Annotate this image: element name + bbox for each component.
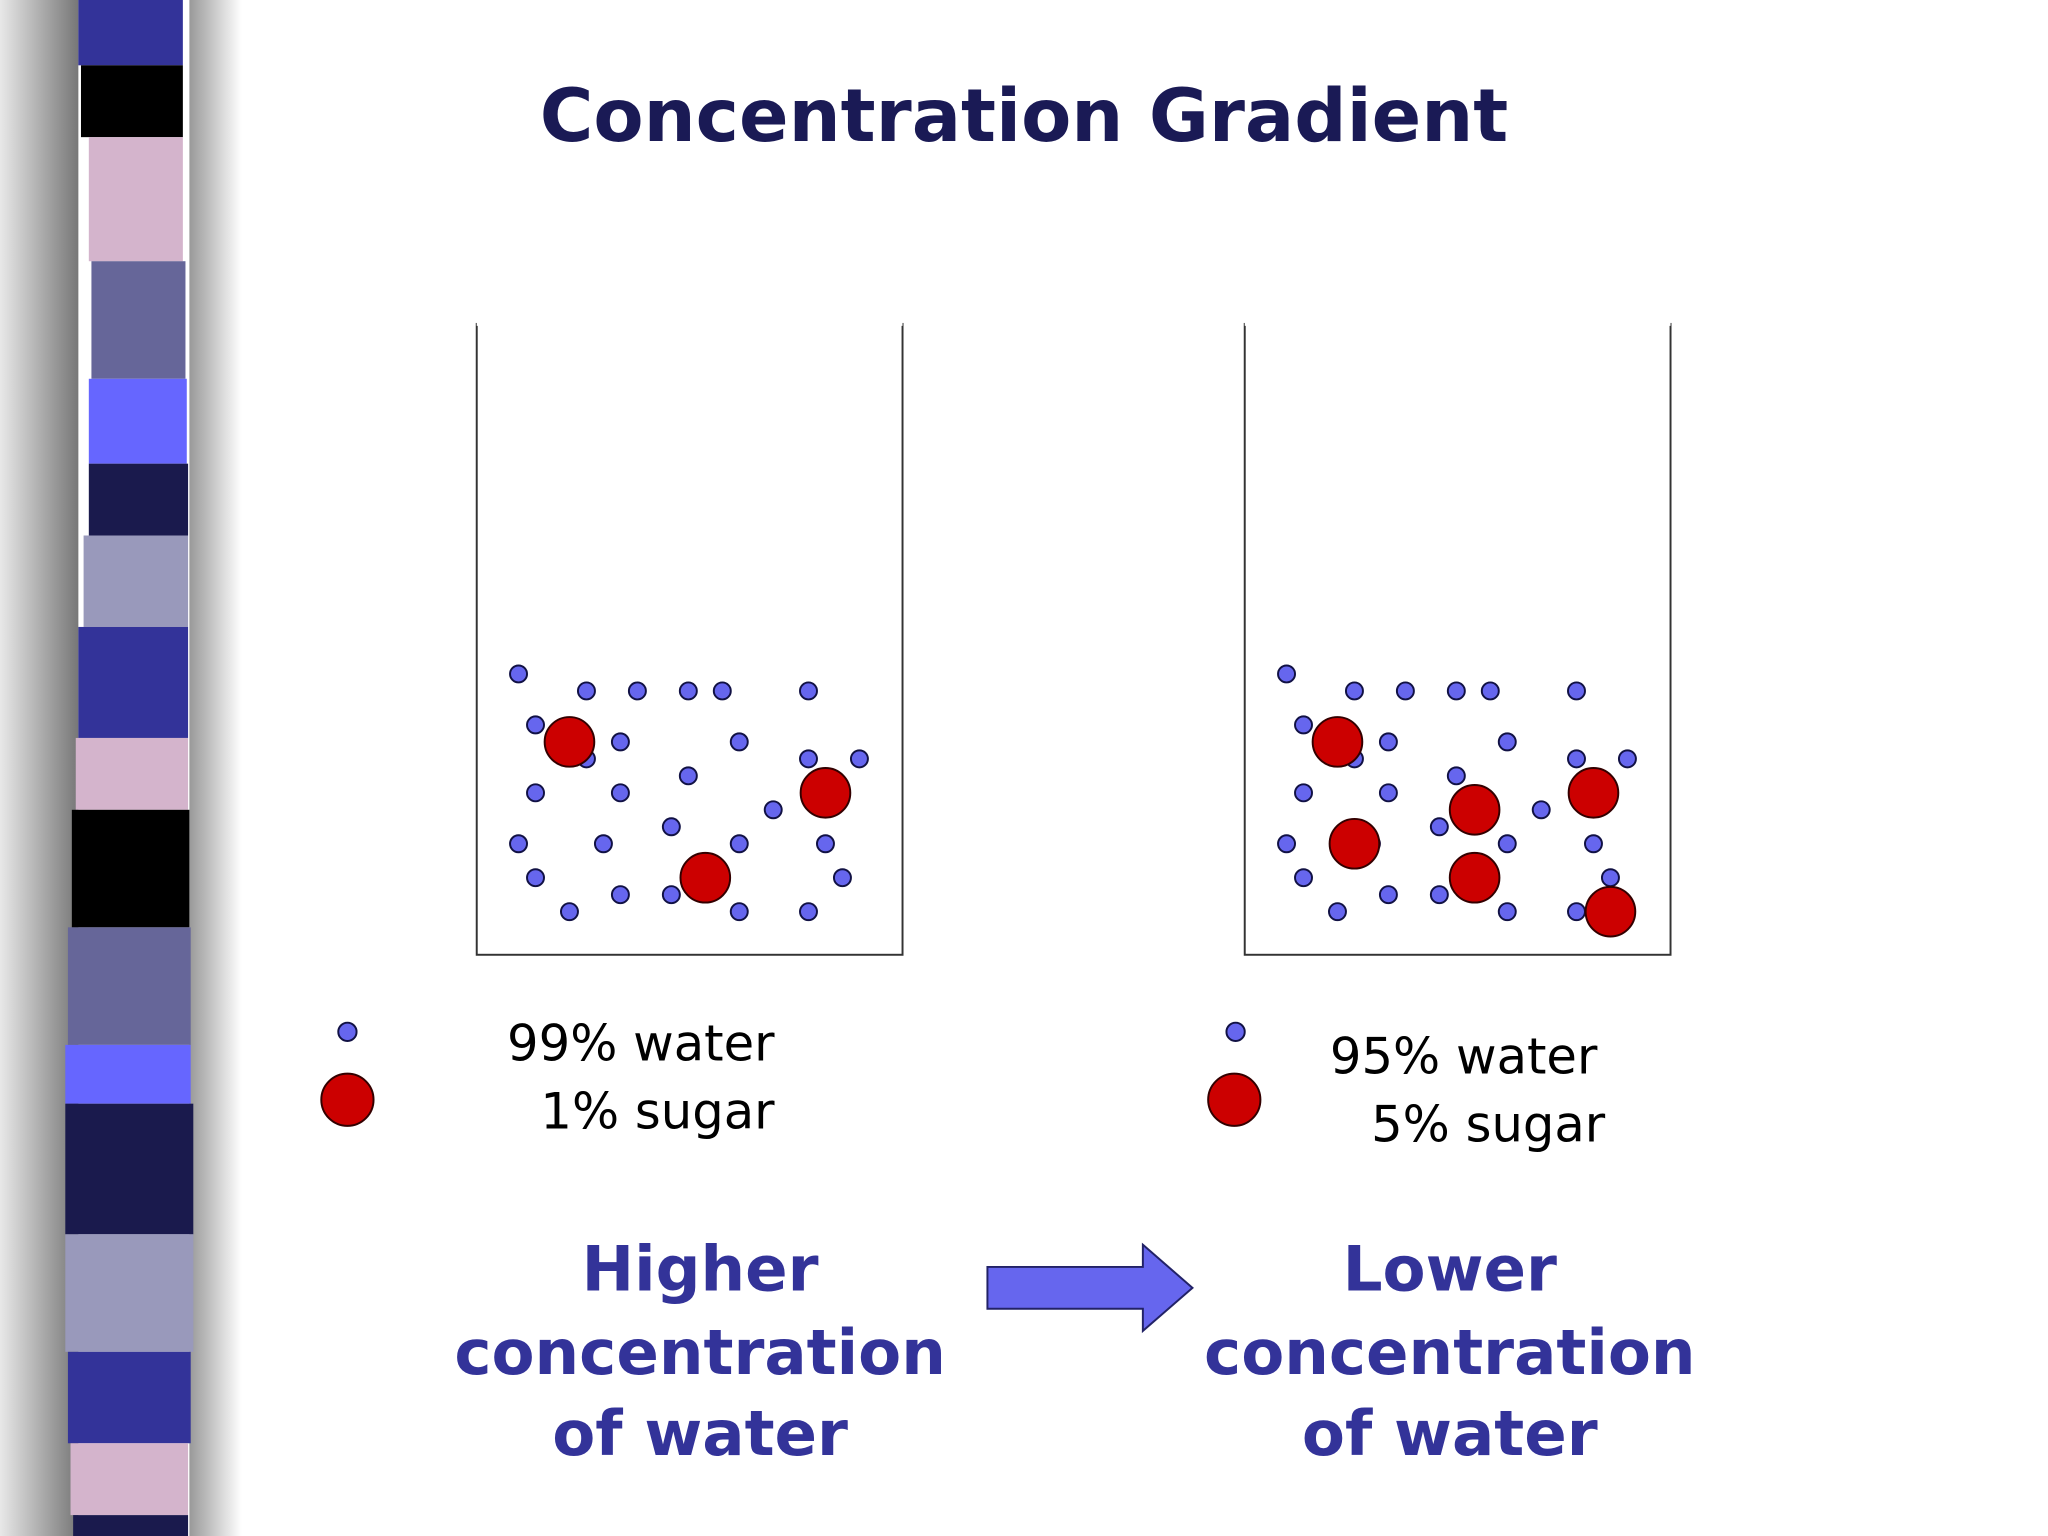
sugar-molecule: [1448, 851, 1501, 904]
water-molecule: [849, 749, 869, 769]
water-molecule: [1600, 868, 1620, 888]
water-molecule: [729, 732, 749, 752]
water-molecule: [1446, 681, 1466, 701]
water-molecule: [1567, 681, 1586, 701]
sugar-molecule: [1328, 817, 1381, 870]
water-molecule: [1378, 732, 1398, 752]
caption-line: of water: [1302, 1397, 1598, 1470]
water-molecule: [1497, 834, 1517, 854]
title: Concentration Gradient: [540, 74, 1509, 159]
caption-line: Lower: [1343, 1232, 1557, 1305]
beaker-left: [475, 321, 904, 956]
water-molecule: [509, 834, 528, 854]
sugar-molecule: [543, 716, 596, 768]
sugar-key: [1207, 1072, 1262, 1127]
sugar-molecule: [1311, 716, 1364, 768]
sugar-molecule: [1584, 885, 1637, 938]
sugar-molecule: [1448, 783, 1501, 836]
water-molecule: [1531, 800, 1551, 820]
water-molecule: [1617, 749, 1637, 769]
water-molecule: [1395, 681, 1415, 701]
water-molecule: [1294, 868, 1313, 888]
water-molecule: [712, 681, 732, 701]
water-molecule: [610, 783, 630, 803]
water-molecule: [1446, 766, 1466, 786]
legend-sugar: 1% sugar: [540, 1082, 775, 1140]
water-molecule: [729, 902, 749, 922]
water-molecule: [1294, 783, 1313, 803]
sugar-key: [320, 1072, 375, 1127]
water-molecule: [526, 868, 545, 888]
water-molecule: [1294, 715, 1313, 735]
water-molecule: [763, 800, 783, 820]
caption-line: concentration: [1204, 1316, 1696, 1389]
sugar-molecule: [799, 767, 852, 819]
water-molecule: [1429, 885, 1449, 905]
water-molecule: [799, 749, 818, 769]
water-molecule: [1344, 681, 1364, 701]
water-molecule: [1378, 885, 1398, 905]
caption-line: concentration: [454, 1316, 945, 1389]
caption-line: of water: [552, 1397, 848, 1470]
legend-water: 95% water: [1330, 1028, 1598, 1086]
water-molecule: [509, 664, 528, 684]
water-molecule: [610, 885, 630, 905]
legend-water: 99% water: [507, 1015, 775, 1073]
water-molecule: [678, 766, 698, 786]
water-molecule: [610, 732, 630, 752]
water-molecule: [661, 885, 681, 905]
water-molecule: [627, 681, 647, 701]
sugar-molecule: [1567, 767, 1620, 819]
water-molecule: [560, 902, 579, 922]
water-molecule: [593, 834, 613, 854]
beaker-right: [1243, 321, 1672, 956]
side-stripe: [0, 0, 242, 1536]
water-molecule: [815, 834, 835, 854]
water-molecule: [832, 868, 852, 888]
sugar-molecule: [679, 851, 732, 904]
water-molecule: [1328, 902, 1347, 922]
legend-sugar: 5% sugar: [1371, 1096, 1606, 1154]
molecules: [509, 664, 1637, 938]
water-molecule: [526, 783, 545, 803]
water-molecule: [1567, 749, 1586, 769]
water-molecule: [1567, 902, 1586, 922]
water-molecule: [526, 715, 545, 735]
water-molecule: [1584, 834, 1603, 854]
water-key: [1225, 1021, 1246, 1042]
water-key: [337, 1021, 358, 1042]
water-molecule: [1277, 664, 1296, 684]
water-molecule: [1497, 732, 1517, 752]
water-molecule: [576, 681, 596, 701]
water-molecule: [1480, 681, 1500, 701]
water-molecule: [661, 817, 681, 837]
water-molecule: [1378, 783, 1398, 803]
water-molecule: [1429, 817, 1449, 837]
caption-line: Higher: [582, 1232, 819, 1305]
water-molecule: [678, 681, 698, 701]
water-molecule: [729, 834, 749, 854]
water-molecule: [1497, 902, 1517, 922]
arrow: [986, 1242, 1194, 1334]
water-molecule: [799, 681, 818, 701]
water-molecule: [1277, 834, 1296, 854]
water-molecule: [799, 902, 818, 922]
